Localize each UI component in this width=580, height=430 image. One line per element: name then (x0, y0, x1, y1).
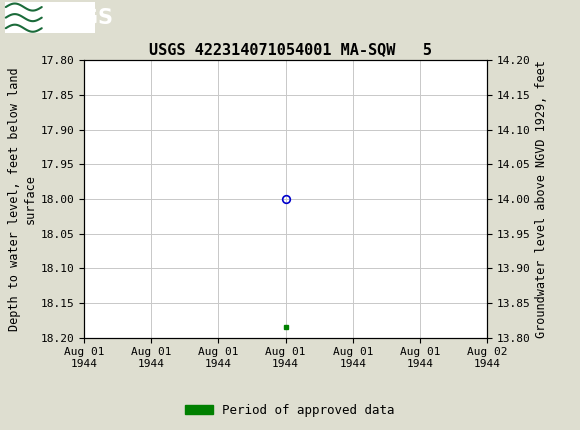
Y-axis label: Groundwater level above NGVD 1929, feet: Groundwater level above NGVD 1929, feet (535, 60, 548, 338)
Text: USGS 422314071054001 MA-SQW   5: USGS 422314071054001 MA-SQW 5 (148, 42, 432, 57)
Text: USGS: USGS (49, 8, 113, 28)
Legend: Period of approved data: Period of approved data (180, 399, 400, 422)
FancyBboxPatch shape (5, 3, 95, 33)
Y-axis label: Depth to water level, feet below land
surface: Depth to water level, feet below land su… (9, 67, 37, 331)
